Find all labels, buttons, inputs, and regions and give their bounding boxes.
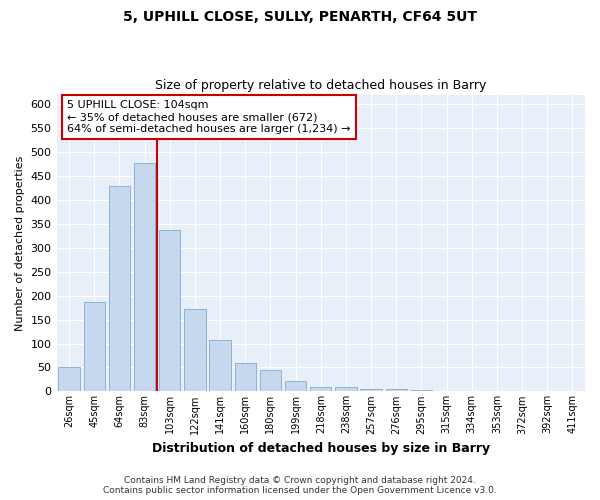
Bar: [335, 386, 356, 392]
X-axis label: Distribution of detached houses by size in Barry: Distribution of detached houses by size …: [152, 442, 490, 455]
Text: 5 UPHILL CLOSE: 104sqm
← 35% of detached houses are smaller (672)
64% of semi-de: 5 UPHILL CLOSE: 104sqm ← 35% of detached…: [67, 100, 350, 134]
Bar: [184, 309, 206, 392]
Bar: [235, 363, 256, 392]
Bar: [411, 390, 432, 392]
Bar: [386, 389, 407, 392]
Text: Contains HM Land Registry data © Crown copyright and database right 2024.
Contai: Contains HM Land Registry data © Crown c…: [103, 476, 497, 495]
Bar: [361, 389, 382, 392]
Text: 5, UPHILL CLOSE, SULLY, PENARTH, CF64 5UT: 5, UPHILL CLOSE, SULLY, PENARTH, CF64 5U…: [123, 10, 477, 24]
Bar: [109, 186, 130, 392]
Bar: [134, 163, 155, 392]
Bar: [285, 381, 307, 392]
Bar: [260, 370, 281, 392]
Bar: [209, 340, 231, 392]
Title: Size of property relative to detached houses in Barry: Size of property relative to detached ho…: [155, 79, 487, 92]
Y-axis label: Number of detached properties: Number of detached properties: [15, 156, 25, 330]
Bar: [58, 368, 80, 392]
Bar: [83, 302, 105, 392]
Bar: [310, 387, 331, 392]
Bar: [159, 230, 181, 392]
